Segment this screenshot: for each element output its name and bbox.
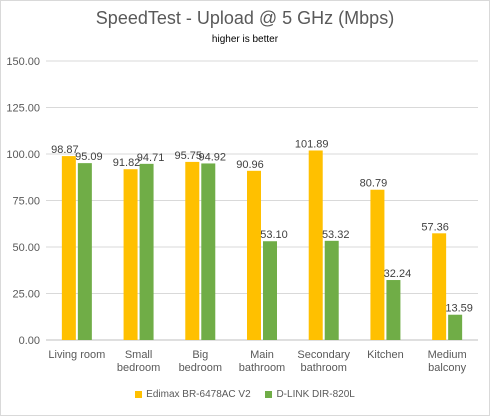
legend-item-dlink: D-LINK DIR-820L bbox=[265, 389, 355, 400]
y-tick-label: 50.00 bbox=[12, 242, 40, 254]
x-tick-label-line: bedroom bbox=[179, 362, 222, 374]
x-tick-label-line: Small bbox=[125, 349, 153, 361]
data-label: 94.71 bbox=[137, 152, 165, 164]
data-label: 91.82 bbox=[113, 157, 141, 169]
bar-edimax bbox=[370, 189, 385, 340]
data-label: 32.24 bbox=[384, 268, 412, 280]
x-tick-label-line: bedroom bbox=[117, 362, 160, 374]
data-label: 101.89 bbox=[295, 138, 329, 150]
legend-swatch-edimax bbox=[135, 391, 143, 398]
chart-subtitle: higher is better bbox=[211, 34, 279, 45]
legend: Edimax BR-6478AC V2 D-LINK DIR-820L bbox=[0, 389, 490, 400]
y-tick-label: 150.00 bbox=[6, 56, 40, 68]
chart-title: SpeedTest - Upload @ 5 GHz (Mbps) bbox=[95, 8, 395, 28]
legend-label-edimax: Edimax BR-6478AC V2 bbox=[146, 389, 251, 400]
x-tick-label-line: bathroom bbox=[239, 362, 285, 374]
x-tick-label-line: Medium bbox=[428, 349, 467, 361]
data-label: 80.79 bbox=[360, 178, 388, 190]
y-tick-label: 125.00 bbox=[6, 103, 40, 115]
data-label: 94.92 bbox=[199, 151, 227, 163]
bar-dlink bbox=[324, 240, 339, 340]
x-tick-label-line: Main bbox=[250, 349, 274, 361]
data-label: 95.75 bbox=[175, 150, 203, 162]
bar-edimax bbox=[308, 150, 323, 340]
bar-edimax bbox=[185, 161, 200, 340]
legend-item-edimax: Edimax BR-6478AC V2 bbox=[135, 389, 251, 400]
x-tick-label-line: Living room bbox=[48, 349, 105, 361]
bar-edimax bbox=[432, 233, 447, 340]
bar-dlink bbox=[386, 280, 401, 340]
bar-dlink bbox=[77, 163, 92, 340]
data-label: 53.32 bbox=[322, 229, 350, 241]
bar-dlink bbox=[139, 163, 154, 340]
x-tick-label: Main bathroom bbox=[239, 349, 285, 374]
legend-label-dlink: D-LINK DIR-820L bbox=[276, 389, 355, 400]
x-tick-label-line: Secondary bbox=[297, 349, 350, 361]
data-label: 13.59 bbox=[445, 303, 473, 315]
bar-edimax bbox=[247, 170, 261, 340]
x-tick-label: Small bedroom bbox=[117, 349, 160, 374]
y-tick-label: 75.00 bbox=[12, 196, 40, 208]
x-tick-label: Living room bbox=[48, 349, 105, 361]
data-label: 90.96 bbox=[236, 159, 264, 171]
x-tick-label-line: Big bbox=[192, 349, 208, 361]
y-tick-label: 0.00 bbox=[19, 335, 40, 347]
bar-dlink bbox=[448, 314, 463, 340]
y-tick-label: 100.00 bbox=[6, 149, 40, 161]
x-tick-label-line: Kitchen bbox=[367, 349, 404, 361]
data-label: 53.10 bbox=[260, 229, 288, 241]
x-tick-label: Kitchen bbox=[367, 349, 404, 361]
x-tick-label-line: bathroom bbox=[300, 362, 346, 374]
bar-dlink bbox=[263, 241, 277, 340]
data-label: 57.36 bbox=[421, 221, 449, 233]
x-tick-label: Medium balcony bbox=[428, 349, 467, 374]
bar-edimax bbox=[61, 156, 76, 340]
bar-dlink bbox=[201, 163, 216, 340]
x-tick-label: Secondary bathroom bbox=[297, 349, 350, 374]
y-tick-label: 25.00 bbox=[12, 289, 40, 301]
legend-swatch-dlink bbox=[265, 391, 273, 398]
x-tick-label: Big bedroom bbox=[179, 349, 222, 374]
bar-edimax bbox=[123, 169, 138, 340]
data-label: 95.09 bbox=[75, 151, 103, 163]
x-tick-label-line: balcony bbox=[428, 362, 466, 374]
data-label: 98.87 bbox=[51, 144, 79, 156]
